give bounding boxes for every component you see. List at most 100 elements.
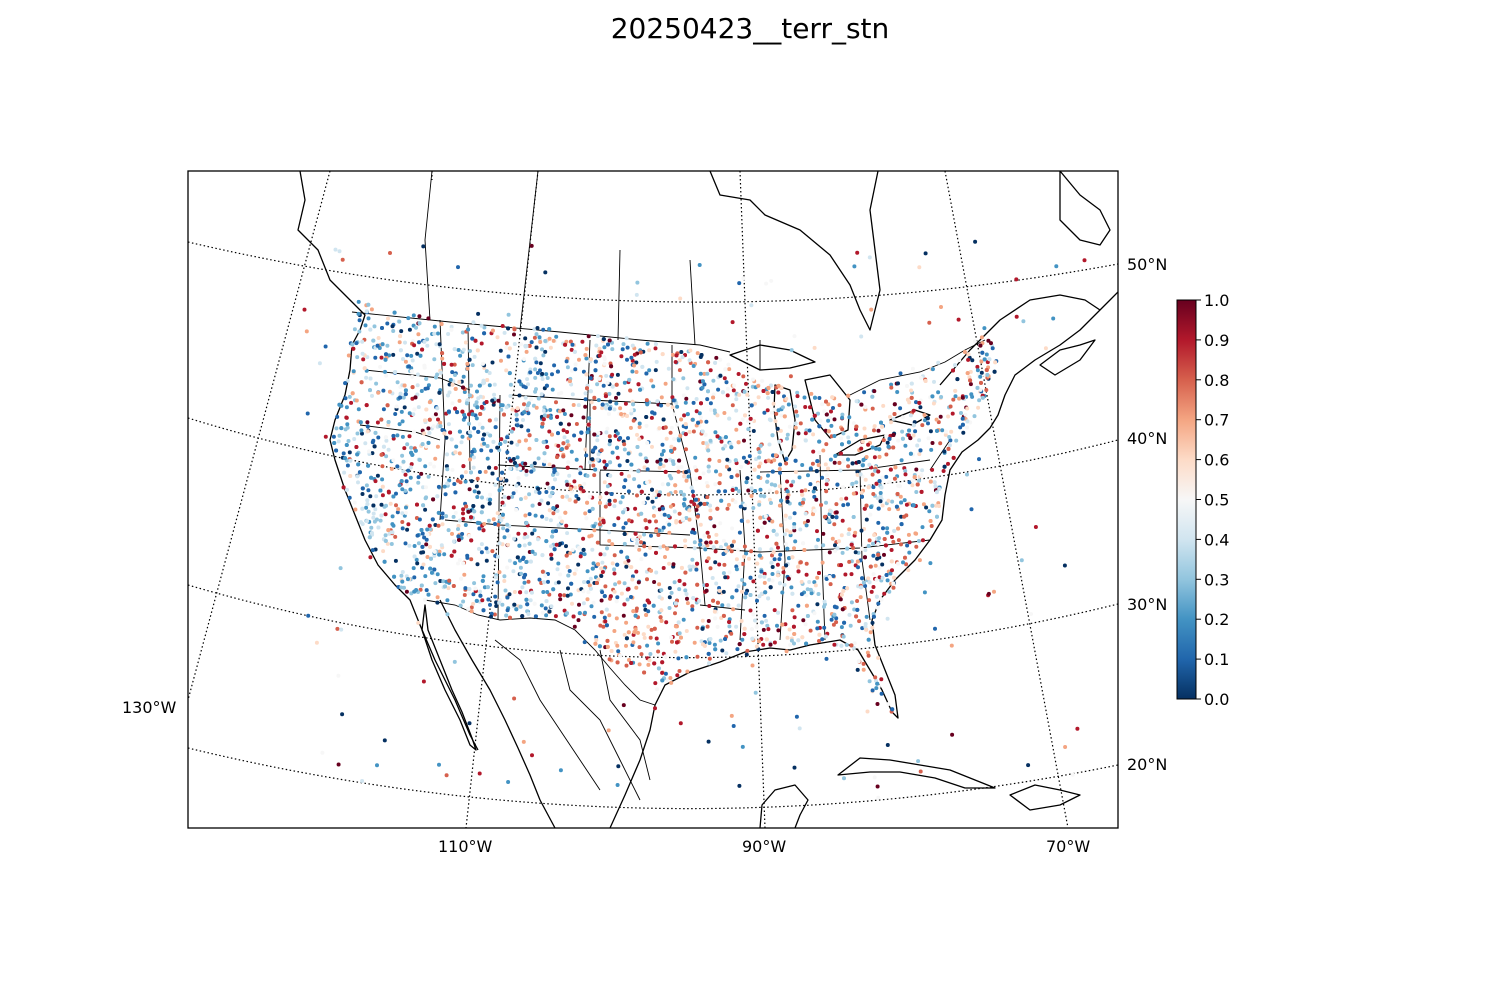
station-point [990, 346, 995, 351]
station-point [871, 553, 876, 558]
station-point [959, 411, 963, 415]
station-point [792, 528, 797, 533]
station-point [380, 477, 385, 482]
station-point [613, 582, 618, 587]
station-point [505, 528, 510, 533]
station-point [845, 546, 850, 551]
station-point [853, 550, 858, 555]
colorbar-tick-label: 0.5 [1204, 491, 1229, 510]
station-point [396, 507, 401, 512]
station-point [738, 421, 743, 426]
station-point [928, 519, 933, 523]
station-point [595, 382, 600, 387]
station-point [457, 537, 461, 542]
station-point [393, 534, 398, 539]
station-point [369, 307, 374, 312]
station-point [972, 339, 977, 344]
station-point [564, 553, 569, 558]
station-point [661, 464, 666, 468]
station-point [739, 619, 744, 623]
station-point [777, 581, 782, 586]
station-point [337, 402, 342, 407]
station-point [497, 570, 502, 575]
station-point [879, 485, 884, 490]
station-point [672, 437, 676, 441]
lat-label-50n: 50°N [1127, 255, 1167, 274]
station-point [648, 545, 652, 550]
station-point [870, 472, 875, 477]
station-point [526, 411, 531, 416]
station-point [348, 458, 353, 463]
station-point [706, 469, 711, 474]
station-point [948, 404, 953, 409]
station-point [472, 509, 477, 514]
station-point [500, 512, 505, 517]
station-point [360, 506, 365, 511]
station-point [762, 580, 767, 585]
station-point [683, 432, 688, 437]
station-point [586, 334, 591, 339]
station-point [565, 494, 569, 499]
station-point [403, 541, 408, 546]
station-point [847, 527, 852, 532]
station-point [600, 570, 605, 574]
station-point [504, 478, 509, 483]
station-point [834, 620, 839, 625]
station-point [878, 491, 883, 495]
station-point [373, 430, 378, 435]
station-point [426, 383, 431, 388]
station-point [781, 566, 786, 570]
station-point [657, 595, 662, 600]
station-point [672, 446, 677, 451]
station-point [541, 590, 546, 594]
station-point [472, 455, 476, 460]
station-point [705, 495, 710, 500]
station-point [885, 743, 890, 747]
station-point [335, 626, 340, 631]
station-point [413, 395, 418, 400]
station-point [792, 632, 797, 636]
station-point [523, 532, 528, 537]
station-point [708, 540, 713, 545]
station-point [356, 407, 361, 412]
station-point [357, 318, 362, 323]
station-point [515, 555, 520, 560]
station-point [846, 393, 851, 398]
station-point [409, 445, 414, 450]
station-point [622, 442, 627, 447]
station-point [685, 601, 690, 606]
station-point [851, 421, 856, 426]
station-point [592, 528, 597, 533]
station-point [360, 779, 365, 783]
station-point [610, 542, 615, 547]
station-point [420, 565, 425, 570]
station-point [576, 403, 581, 408]
station-point [718, 472, 723, 477]
station-point [707, 604, 712, 608]
station-point [958, 425, 963, 430]
station-point [397, 483, 402, 488]
station-point [917, 452, 922, 457]
station-point [625, 345, 630, 350]
station-point [687, 430, 692, 434]
station-point [823, 634, 828, 639]
station-point [647, 519, 652, 524]
station-point [355, 431, 360, 436]
station-point [434, 342, 439, 347]
station-point [726, 362, 731, 367]
station-point [565, 439, 570, 444]
station-point [551, 485, 556, 490]
station-point [541, 440, 546, 445]
station-point [670, 405, 675, 410]
station-point [802, 395, 807, 400]
station-point [841, 634, 846, 639]
station-point [410, 358, 415, 363]
station-point [548, 494, 553, 499]
station-point [379, 452, 384, 457]
station-point [725, 386, 730, 391]
station-point [439, 543, 444, 548]
station-point [622, 581, 627, 586]
station-point [379, 502, 384, 507]
station-point [508, 615, 512, 620]
station-point [331, 434, 336, 439]
